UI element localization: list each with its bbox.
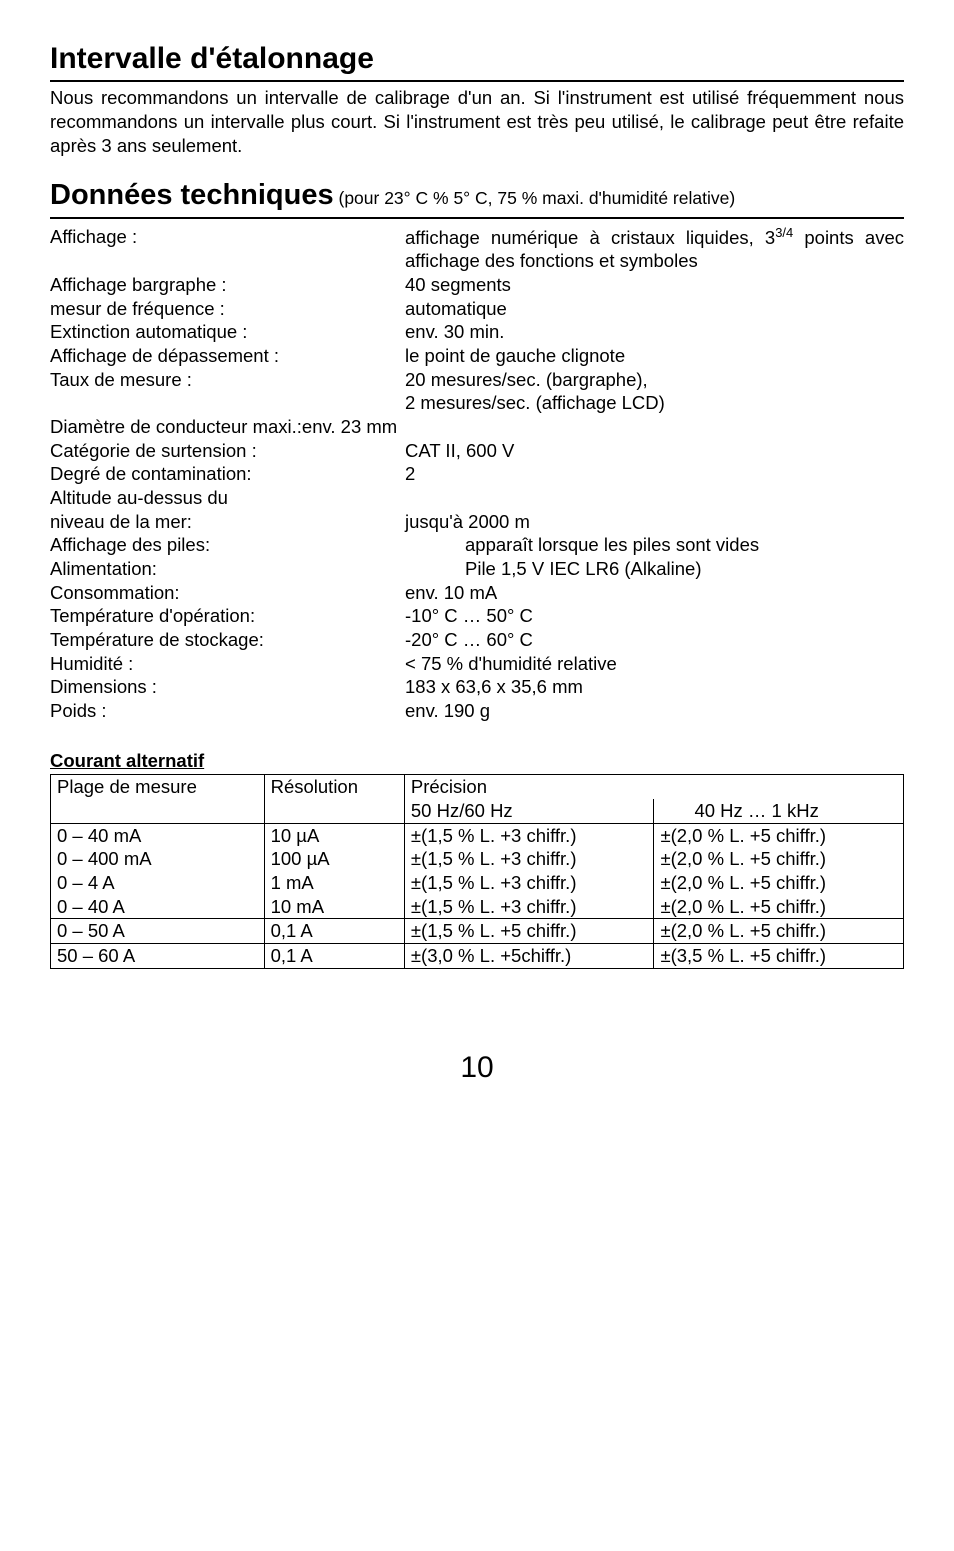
table-cell: ±(2,0 % L. +5 chiffr.) [654,824,903,848]
table-cell: ±(3,0 % L. +5chiffr.) [404,944,654,969]
spec-label: niveau de la mer: [50,510,405,534]
table-cell: 50 – 60 A [51,944,265,969]
spec-label: Affichage des piles: [50,533,405,557]
tech-data-title: Données techniques [50,179,334,211]
table-cell: 0 – 50 A [51,919,265,944]
spec-label: Affichage : [50,225,405,274]
table-cell: 10 mA [265,895,404,919]
table-cell: 0 – 40 mA [51,824,264,848]
spec-value: 183 x 63,6 x 35,6 mm [405,675,904,699]
spec-label [50,391,405,415]
spec-label: Dimensions : [50,675,405,699]
table-cell: ±(1,5 % L. +3 chiffr.) [405,824,654,848]
spec-label: Affichage bargraphe : [50,273,405,297]
spec-value: env. 30 min. [405,320,904,344]
spec-value: 20 mesures/sec. (bargraphe), [405,368,904,392]
table-header: Plage de mesure [51,775,265,823]
table-cell: 10 µA [265,824,404,848]
table-subheader: 40 Hz … 1 kHz [654,799,904,823]
table-cell: ±(1,5 % L. +3 chiffr.) [405,847,654,871]
table-header: Résolution [264,775,404,823]
section-courant-alternatif: Courant alternatif [50,749,904,773]
spec-value: le point de gauche clignote [405,344,904,368]
heading-interval: Intervalle d'étalonnage [50,40,904,82]
tech-data-subtitle: (pour 23° C % 5° C, 75 % maxi. d'humidit… [334,188,736,208]
table-cell: ±(1,5 % L. +3 chiffr.) [405,895,654,919]
spec-value: -20° C … 60° C [405,628,904,652]
table-cell: ±(3,5 % L. +5 chiffr.) [654,944,904,969]
table-cell: ±(1,5 % L. +3 chiffr.) [405,871,654,895]
page-number: 10 [50,1049,904,1087]
table-subheader: 50 Hz/60 Hz [404,799,654,823]
table-cell: 1 mA [265,871,404,895]
spec-label: Affichage de dépassement : [50,344,405,368]
specs-list: Affichage :affichage numérique à cristau… [50,225,904,723]
spec-value: 40 segments [405,273,904,297]
spec-value: env. 10 mA [405,581,904,605]
table-cell: ±(2,0 % L. +5 chiffr.) [654,895,903,919]
table-cell: 0 – 40 A [51,895,264,919]
table-cell: ±(2,0 % L. +5 chiffr.) [654,847,903,871]
spec-label: Alimentation: [50,557,405,581]
spec-label: Taux de mesure : [50,368,405,392]
table-cell: ±(1,5 % L. +5 chiffr.) [404,919,654,944]
spec-value: 2 mesures/sec. (affichage LCD) [405,391,904,415]
table-cell: 0 – 400 mA [51,847,264,871]
spec-label: Altitude au-dessus du [50,486,405,510]
interval-paragraph: Nous recommandons un intervalle de calib… [50,86,904,157]
fraction: 3/4 [775,225,793,240]
spec-text: affichage numérique à cristaux li­quides… [405,227,775,248]
spec-label: Degré de contamination: [50,462,405,486]
spec-label: Température de stockage: [50,628,405,652]
spec-value [405,486,904,510]
spec-label: mesur de fréquence : [50,297,405,321]
heading-tech-data: Données techniques (pour 23° C % 5° C, 7… [50,177,904,218]
spec-label: Catégorie de surtension : [50,439,405,463]
spec-label: Consommation: [50,581,405,605]
spec-value: automatique [405,297,904,321]
spec-value: jusqu'à 2000 m [405,510,904,534]
spec-label: Extinction automatique : [50,320,405,344]
spec-label: Température d'opération: [50,604,405,628]
spec-value: env. 190 g [405,699,904,723]
spec-label: Poids : [50,699,405,723]
table-cell: ±(2,0 % L. +5 chiffr.) [654,919,904,944]
spec-value: 2 [405,462,904,486]
table-cell: ±(2,0 % L. +5 chiffr.) [654,871,903,895]
spec-value: CAT II, 600 V [405,439,904,463]
spec-value: -10° C … 50° C [405,604,904,628]
precision-table: Plage de mesure Résolution Précision 50 … [50,774,904,968]
table-cell: 0,1 A [264,919,404,944]
table-header: Précision [404,775,903,799]
table-cell: 0 – 4 A [51,871,264,895]
spec-value: < 75 % d'humidité relative [405,652,904,676]
table-cell: 100 µA [265,847,404,871]
spec-value: Pile 1,5 V IEC LR6 (Alkaline) [405,557,904,581]
spec-label: Humidité : [50,652,405,676]
spec-full-row: Diamètre de conducteur maxi.:env. 23 mm [50,415,904,439]
spec-value: affichage numérique à cristaux li­quides… [405,225,904,274]
spec-value: apparaît lorsque les piles sont vides [405,533,904,557]
table-cell: 0,1 A [264,944,404,969]
